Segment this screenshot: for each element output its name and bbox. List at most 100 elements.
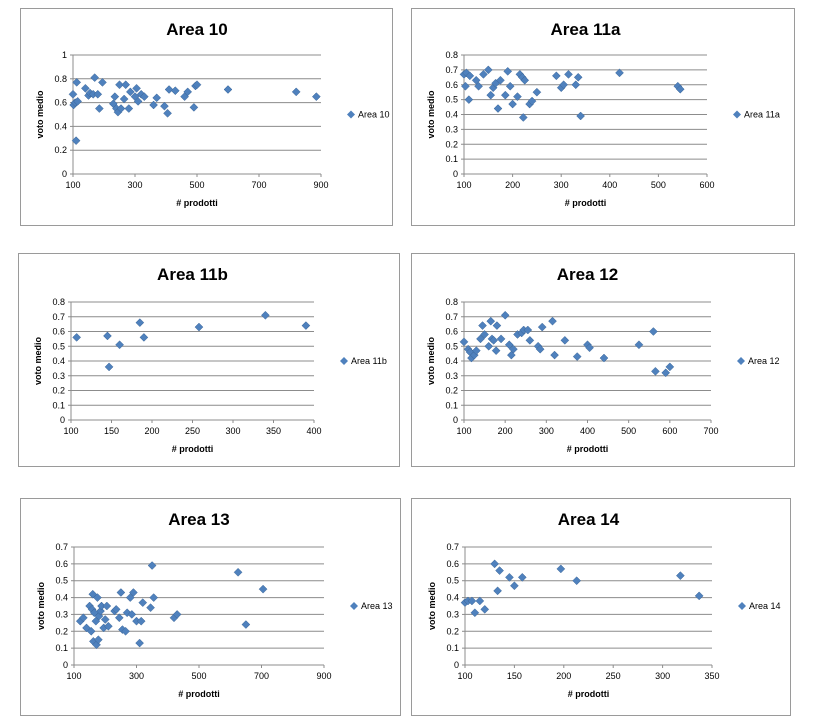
data-point [149, 100, 158, 110]
data-point [164, 85, 174, 94]
x-tick-label: 500 [621, 426, 636, 436]
y-tick-label: 0.5 [52, 341, 65, 351]
data-point [486, 90, 496, 100]
y-axis-label: voto medio [33, 337, 43, 386]
x-tick-label: 200 [556, 671, 571, 681]
data-point [135, 638, 144, 648]
data-point [675, 84, 685, 94]
data-point [537, 322, 547, 332]
scatter-chart-area-11b: Area 11b 0 0.1 0.2 0.3 0.4 0.5 0.6 0.7 0.8 100 150 2… [33, 265, 387, 454]
x-tick-label: 150 [507, 671, 522, 681]
data-point [192, 80, 202, 90]
chart-title: Area 14 [558, 510, 620, 529]
data-point [585, 343, 594, 353]
data-point [474, 81, 483, 91]
y-tick-label: 0.2 [54, 145, 67, 155]
data-point [79, 613, 88, 623]
x-axis-label: # prodotti [565, 198, 607, 208]
data-point [459, 337, 469, 347]
data-point [548, 316, 557, 326]
data-point [301, 321, 311, 330]
x-tick-label: 600 [662, 426, 677, 436]
y-tick-label: 0.7 [445, 65, 458, 75]
x-tick-label: 400 [306, 426, 321, 436]
y-tick-label: 0.5 [55, 576, 68, 586]
data-point [86, 626, 96, 636]
x-tick-label: 300 [225, 426, 240, 436]
y-tick-label: 0.4 [446, 593, 459, 603]
data-point [94, 104, 104, 113]
x-axis-label: # prodotti [176, 198, 218, 208]
data-point [661, 368, 671, 378]
data-point [72, 333, 82, 342]
y-axis-label: voto medio [36, 582, 46, 631]
data-point [576, 111, 585, 121]
data-point [233, 567, 243, 577]
y-axis-label: voto medio [427, 582, 437, 631]
x-tick-label: 700 [251, 180, 266, 190]
data-point [139, 92, 149, 102]
data-point [115, 340, 124, 350]
x-tick-label: 100 [63, 426, 78, 436]
data-point [490, 559, 499, 569]
data-point [480, 330, 489, 339]
data-point [149, 593, 159, 602]
legend-label: Area 13 [361, 601, 393, 611]
data-point [484, 341, 494, 351]
y-tick-label: 1 [62, 50, 67, 60]
legend-marker [738, 602, 746, 610]
chart-panel-area-10: Area 10 0 0.2 0.4 0.6 0.8 1 100 300 500 700 900 # pr… [20, 8, 393, 226]
x-tick-label: 350 [266, 426, 281, 436]
y-tick-label: 0.2 [52, 386, 65, 396]
data-point [508, 99, 517, 109]
data-point [136, 616, 146, 626]
data-point [504, 340, 514, 350]
data-point [651, 366, 660, 376]
data-point [189, 103, 199, 112]
x-tick-label: 400 [602, 180, 617, 190]
data-point [464, 95, 474, 104]
data-point [510, 581, 519, 591]
x-tick-label: 200 [505, 180, 520, 190]
data-point [100, 615, 110, 624]
x-tick-label: 900 [316, 671, 331, 681]
x-tick-label: 350 [704, 671, 719, 681]
y-tick-label: 0.8 [54, 74, 67, 84]
y-tick-label: 0.7 [445, 312, 458, 322]
y-tick-label: 0.3 [445, 371, 458, 381]
data-point [509, 344, 518, 354]
data-point [471, 346, 481, 356]
data-point [550, 350, 559, 360]
x-tick-label: 900 [313, 180, 328, 190]
y-tick-label: 0.5 [445, 95, 458, 105]
x-tick-label: 700 [703, 426, 718, 436]
x-tick-label: 300 [129, 671, 144, 681]
data-point [223, 85, 233, 94]
data-point [163, 108, 172, 118]
x-tick-label: 300 [554, 180, 569, 190]
x-tick-label: 200 [144, 426, 159, 436]
data-point [93, 593, 102, 602]
legend-label: Area 11b [351, 356, 387, 366]
data-point [676, 571, 685, 581]
chart-title: Area 10 [166, 20, 227, 39]
data-point [467, 596, 477, 606]
data-point [121, 626, 130, 636]
data-point [194, 322, 204, 332]
y-tick-label: 0.6 [52, 327, 65, 337]
y-tick-label: 0.1 [55, 643, 68, 653]
y-tick-label: 0.2 [445, 386, 458, 396]
y-tick-label: 0.8 [445, 297, 458, 307]
y-tick-label: 0.8 [445, 50, 458, 60]
y-tick-label: 0.6 [446, 559, 459, 569]
data-point [532, 87, 542, 97]
x-tick-label: 500 [651, 180, 666, 190]
data-point [571, 80, 581, 90]
x-tick-label: 500 [191, 671, 206, 681]
y-tick-label: 0.1 [445, 154, 458, 164]
data-point [114, 613, 124, 623]
data-point [129, 588, 138, 597]
data-point [116, 588, 126, 597]
data-point [90, 73, 100, 82]
x-tick-label: 200 [498, 426, 513, 436]
